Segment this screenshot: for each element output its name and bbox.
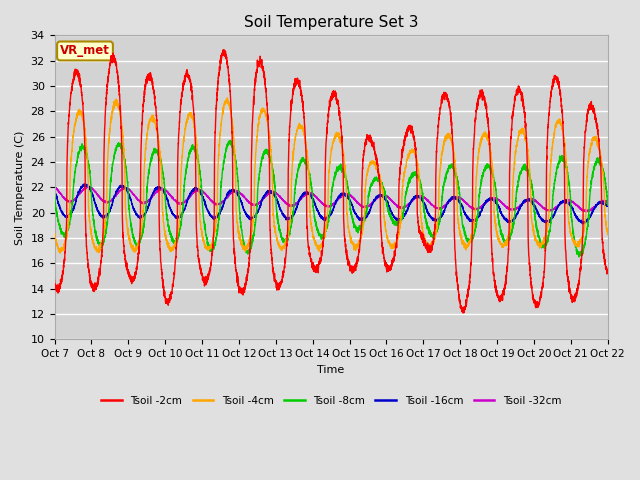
Tsoil -8cm (604, 202, 612, 208)
Tsoil -32cm (486, 196, 494, 202)
Tsoil -16cm (310, 200, 318, 206)
Tsoil -8cm (486, 166, 494, 171)
Tsoil -2cm (455, 292, 463, 298)
Tsoil -8cm (227, 138, 234, 144)
Legend: Tsoil -2cm, Tsoil -4cm, Tsoil -8cm, Tsoil -16cm, Tsoil -32cm: Tsoil -2cm, Tsoil -4cm, Tsoil -8cm, Tsoi… (97, 392, 565, 410)
Tsoil -8cm (455, 187, 463, 193)
Tsoil -4cm (604, 231, 612, 237)
Tsoil -8cm (51, 192, 58, 197)
Tsoil -2cm (460, 310, 467, 316)
Tsoil -4cm (425, 245, 433, 251)
Tsoil -32cm (604, 199, 611, 205)
Tsoil -8cm (150, 150, 157, 156)
Tsoil -2cm (150, 89, 157, 95)
Tsoil -16cm (51, 188, 58, 194)
Tsoil -2cm (51, 277, 58, 283)
Tsoil -4cm (150, 115, 158, 121)
Tsoil -32cm (310, 193, 318, 199)
Tsoil -32cm (425, 198, 433, 204)
Tsoil -2cm (604, 267, 612, 273)
Line: Tsoil -8cm: Tsoil -8cm (54, 141, 608, 257)
X-axis label: Time: Time (317, 365, 345, 375)
Tsoil -4cm (223, 95, 231, 101)
Tsoil -2cm (604, 268, 611, 274)
Tsoil -16cm (486, 196, 494, 202)
Tsoil -4cm (487, 150, 495, 156)
Tsoil -4cm (456, 225, 463, 230)
Tsoil -4cm (56, 250, 64, 256)
Tsoil -16cm (604, 203, 611, 209)
Tsoil -2cm (220, 47, 227, 53)
Line: Tsoil -2cm: Tsoil -2cm (54, 50, 608, 313)
Title: Soil Temperature Set 3: Soil Temperature Set 3 (244, 15, 419, 30)
Line: Tsoil -32cm: Tsoil -32cm (54, 186, 608, 212)
Tsoil -16cm (150, 190, 158, 195)
Tsoil -16cm (425, 211, 433, 217)
Tsoil -32cm (582, 209, 589, 215)
Tsoil -4cm (311, 240, 319, 245)
Tsoil -32cm (150, 192, 158, 198)
Text: VR_met: VR_met (60, 45, 110, 58)
Tsoil -8cm (604, 196, 611, 202)
Tsoil -16cm (579, 221, 586, 227)
Tsoil -8cm (310, 214, 318, 219)
Tsoil -16cm (455, 198, 463, 204)
Tsoil -2cm (487, 167, 495, 172)
Tsoil -8cm (425, 228, 433, 234)
Tsoil -32cm (604, 199, 612, 205)
Tsoil -32cm (455, 195, 463, 201)
Tsoil -4cm (51, 232, 58, 238)
Tsoil -32cm (86, 183, 93, 189)
Y-axis label: Soil Temperature (C): Soil Temperature (C) (15, 130, 25, 244)
Tsoil -32cm (51, 184, 58, 190)
Tsoil -2cm (310, 265, 318, 271)
Tsoil -4cm (604, 228, 611, 234)
Tsoil -2cm (425, 244, 433, 250)
Line: Tsoil -4cm: Tsoil -4cm (54, 98, 608, 253)
Tsoil -8cm (575, 254, 583, 260)
Tsoil -16cm (81, 181, 88, 187)
Line: Tsoil -16cm: Tsoil -16cm (54, 184, 608, 224)
Tsoil -16cm (604, 204, 612, 209)
